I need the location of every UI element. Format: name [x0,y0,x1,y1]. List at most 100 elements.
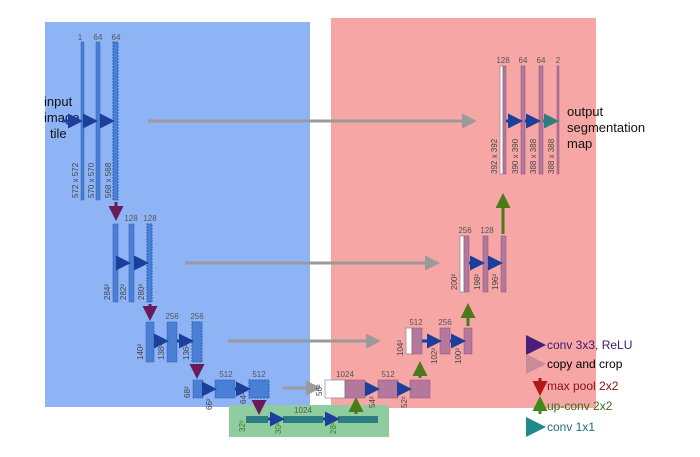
size-label: 136² [182,344,191,360]
size-label: 572 x 572 [71,162,80,198]
channel-label: 64 [537,56,546,65]
decoder-level-2: 256 128 200² 198² 196² [450,193,511,293]
feature-map-bar [145,321,155,363]
output-label-line: output [567,104,604,119]
legend-item-conv1x1: conv 1x1 [526,417,595,437]
feature-map-bar [409,379,431,399]
channel-label: 1 [78,33,83,42]
size-label: 138² [157,344,166,360]
feature-map-bar [283,416,323,423]
channel-label: 256 [190,312,204,321]
channel-label: 256 [438,318,452,327]
feature-map-bar [482,235,489,293]
decoder-level-1: 128 64 64 2 392 x 392 390 x 390 388 x 38… [490,56,561,175]
feature-map-bar [502,65,507,175]
feature-map-bar [411,327,423,355]
feature-map-bar [439,327,451,355]
feature-map-bar [95,41,101,201]
feature-map-bar [344,379,366,399]
channel-label: 128 [496,56,510,65]
channel-label: 64 [519,56,528,65]
feature-map-bar [146,223,153,303]
feature-map-bar [80,41,85,201]
legend-item-conv: conv 3x3, ReLU [526,335,632,355]
channel-label: 512 [409,318,423,327]
size-label: 388 x 388 [529,138,538,174]
size-label: 100² [454,348,463,364]
output-label-line: segmentation [567,120,645,135]
channel-label: 1024 [336,370,354,379]
legend-item-copy: copy and crop [526,354,623,374]
legend-label: conv 3x3, ReLU [547,338,632,352]
copied-feature-map [405,327,413,355]
input-label-line: tile [50,126,67,141]
feature-map-bar [191,321,203,363]
size-label: 52² [400,396,409,408]
copied-feature-map [499,65,504,175]
output-label: output segmentation map [567,104,645,151]
feature-map-bar [248,379,270,399]
size-label: 390 x 390 [511,138,520,174]
feature-map-bar [520,65,526,175]
size-label: 56² [315,384,324,396]
output-label-line: map [567,136,592,151]
channel-label: 64 [112,33,121,42]
encoder-level-3: 256 256 140² 138² 136² [136,312,205,379]
legend-label: max pool 2x2 [547,379,619,393]
channel-label: 1024 [294,406,312,415]
size-label: 54² [368,396,377,408]
size-label: 196² [491,274,500,290]
copied-feature-map [324,379,346,399]
input-label-line: input [44,94,73,109]
decoder-level-3: 512 256 104² 102² 100² [396,303,476,364]
feature-map-bar [463,327,473,355]
encoder-level-2: 128 128 284² 282² 280² [103,214,158,321]
feature-map-bar [112,223,119,303]
feature-map-bar [246,416,268,423]
size-label: 388 x 388 [547,138,556,174]
size-label: 392 x 392 [490,138,499,174]
input-label-line: image [44,110,79,125]
channel-label: 64 [94,33,103,42]
channel-label: 128 [124,214,138,223]
size-label: 68² [183,386,192,398]
size-label: 64² [239,392,248,404]
size-label: 568 x 568 [104,162,113,198]
channel-label: 256 [165,312,179,321]
feature-map-bar [192,379,204,399]
channel-label: 512 [252,370,266,379]
feature-map-bar [463,235,470,293]
channel-label: 128 [143,214,157,223]
encoder-level-4: 512 512 68² 66² 64² [183,370,270,415]
size-label: 200² [450,274,459,290]
channel-label: 512 [381,370,395,379]
channel-label: 2 [556,56,561,65]
feature-map-bar [214,379,236,399]
feature-map-bar [377,379,399,399]
size-label: 198² [473,274,482,290]
size-label: 102² [430,348,439,364]
channel-label: 512 [219,370,233,379]
bottleneck-level: 1024 32² 30² 28² [238,397,378,434]
copied-feature-map [459,235,465,293]
feature-map-bar [128,223,135,303]
decoder-level-4: 1024 512 56² 54² 52² [315,361,431,408]
feature-map-bar [338,416,378,423]
legend-label: copy and crop [547,357,623,371]
channel-label: 256 [458,226,472,235]
size-label: 32² [238,420,247,432]
channel-label: 128 [480,226,494,235]
size-label: 104² [396,340,405,356]
size-label: 282² [119,284,128,300]
size-label: 280² [137,284,146,300]
legend-item-upconv: up-conv 2x2 [532,396,613,414]
output-map-bar [556,65,560,175]
feature-map-bar [166,321,178,363]
size-label: 30² [274,422,283,434]
encoder-region [45,22,310,407]
size-label: 284² [103,284,112,300]
size-label: 66² [205,398,214,410]
legend-label: up-conv 2x2 [547,399,613,413]
size-label: 28² [329,422,338,434]
